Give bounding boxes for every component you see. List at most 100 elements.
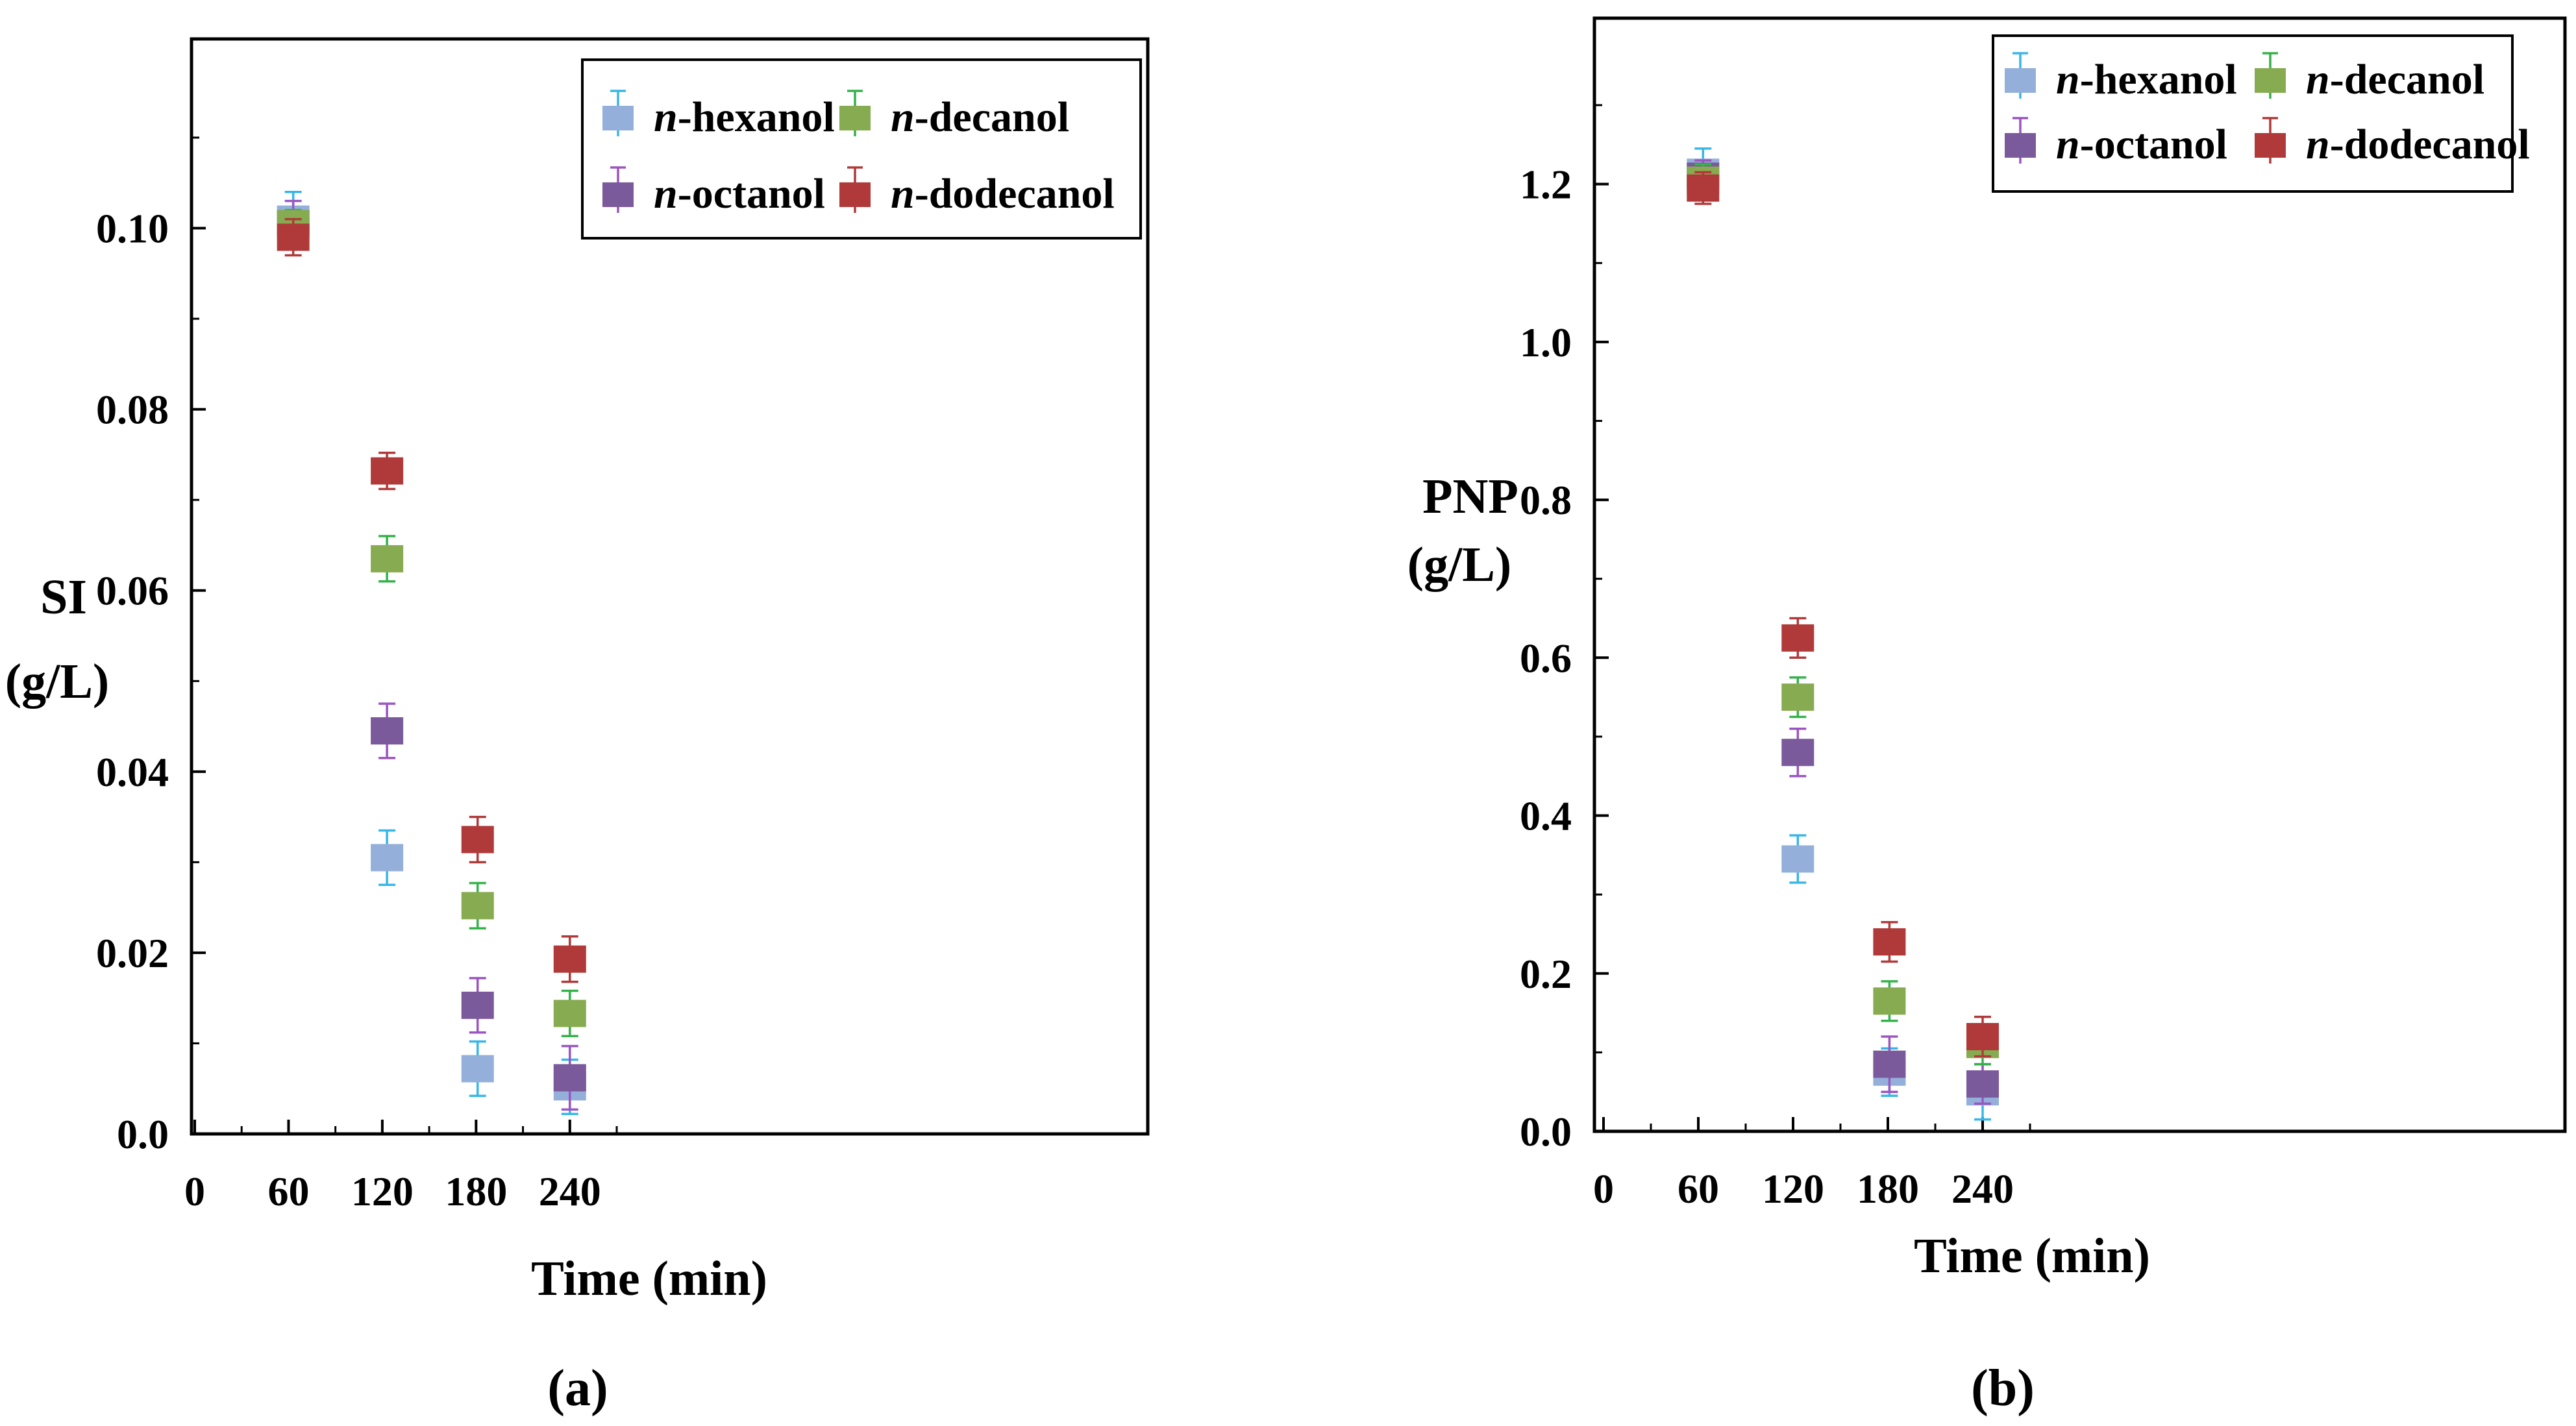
- legend-label: n-decanol: [891, 93, 1069, 141]
- x-axis-title: Time (min): [531, 1251, 767, 1306]
- legend-label-prefix: n: [891, 93, 915, 141]
- legend-label-suffix: -decanol: [2330, 56, 2484, 103]
- data-point: [1873, 1050, 1906, 1078]
- legend-item-n-octanol: n-octanol: [602, 166, 825, 217]
- x-tick-label: 120: [351, 1168, 414, 1214]
- x-tick-label: 240: [539, 1168, 601, 1214]
- data-point: [553, 1000, 586, 1027]
- plot-frame: [190, 37, 1150, 1136]
- legend-swatch: [839, 106, 871, 130]
- legend-item-n-dodecanol: n-dodecanol: [839, 166, 1115, 217]
- panel-label: (a): [547, 1360, 608, 1417]
- legend-item-n-octanol: n-octanol: [2005, 117, 2227, 168]
- legend-box: [581, 58, 1142, 240]
- data-point: [1966, 1023, 1999, 1051]
- y-tick-label: 0.02: [96, 930, 169, 976]
- data-point: [371, 457, 404, 485]
- legend-label-prefix: n: [2306, 56, 2330, 103]
- data-point: [371, 717, 404, 745]
- legend-swatch: [602, 182, 634, 207]
- series-n-decanol: [277, 208, 586, 1038]
- legend-item-n-hexanol: n-hexanol: [602, 90, 835, 141]
- series-n-decanol: [1687, 163, 1999, 1066]
- legend-box: [1992, 34, 2514, 193]
- legend-label-prefix: n: [654, 93, 678, 141]
- legend-label-prefix: n: [891, 170, 915, 217]
- y-tick-label: 1.0: [1520, 319, 1572, 365]
- panel-a: 0.0 0.02 0.04 0.06 0.08 0.10 0 60 120 180 240 Time …: [5, 37, 1150, 1417]
- x-tick-label: 120: [1762, 1166, 1824, 1212]
- legend-label: n-octanol: [654, 170, 825, 217]
- legend-label: n-dodecanol: [891, 170, 1115, 217]
- legend-label: n-hexanol: [2056, 56, 2237, 103]
- legend-item-n-decanol: n-decanol: [2255, 52, 2484, 103]
- x-tick-label: 60: [267, 1168, 309, 1214]
- y-tick-label: 0.4: [1520, 793, 1572, 839]
- legend-swatch: [2255, 133, 2286, 158]
- y-tick-label: 1.2: [1520, 162, 1572, 208]
- series-n-dodecanol: [1687, 171, 1999, 1058]
- panel-b: 0.0 0.2 0.4 0.6 0.8 1.0 1.2 0 60 120 180 240 Time (m…: [1407, 16, 2567, 1417]
- data-point: [1873, 928, 1906, 956]
- legend-label-prefix: n: [2056, 121, 2080, 168]
- legend-label-suffix: -hexanol: [678, 93, 835, 141]
- y-axis-unit: (g/L): [5, 654, 109, 709]
- data-point: [461, 991, 494, 1019]
- data-point: [277, 223, 310, 251]
- legend-swatch: [839, 182, 871, 207]
- plot-frame: [1592, 16, 2567, 1133]
- legend-item-n-decanol: n-decanol: [839, 90, 1069, 141]
- legend-label-suffix: -decanol: [915, 93, 1069, 141]
- data-point: [1781, 624, 1814, 652]
- data-point: [1873, 987, 1906, 1015]
- y-tick-label: 0.2: [1520, 951, 1572, 997]
- data-point: [371, 844, 404, 872]
- legend-label: n-hexanol: [654, 93, 835, 141]
- y-tick-label: 0.08: [96, 387, 169, 433]
- legend-swatch: [2005, 68, 2036, 93]
- y-tick-label: 0.0: [117, 1111, 169, 1157]
- data-point: [1966, 1070, 1999, 1098]
- y-tick-label: 0.04: [96, 749, 169, 795]
- data-point: [1687, 174, 1720, 202]
- x-tick-label: 60: [1678, 1166, 1719, 1212]
- legend-label-suffix: -octanol: [2080, 121, 2227, 168]
- data-point: [553, 945, 586, 973]
- series-n-hexanol: [1687, 147, 1999, 1121]
- series-n-hexanol: [277, 190, 586, 1116]
- data-point: [461, 826, 494, 854]
- legend-swatch: [2255, 68, 2286, 93]
- panel-label: (b): [1971, 1360, 2035, 1417]
- x-tick-label: 0: [184, 1168, 205, 1214]
- legend-label-suffix: -hexanol: [2080, 56, 2237, 103]
- y-tick-label: 0.06: [96, 568, 169, 614]
- data-point: [1781, 739, 1814, 767]
- y-axis-title: SI: [40, 570, 87, 624]
- data-point: [371, 545, 404, 572]
- legend-label: n-decanol: [2306, 56, 2484, 103]
- series-n-octanol: [277, 199, 586, 1111]
- legend-label: n-octanol: [2056, 121, 2227, 168]
- legend-swatch: [2005, 133, 2036, 158]
- x-tick-label: 180: [445, 1168, 507, 1214]
- y-tick-label: 0.10: [96, 206, 169, 252]
- legend-label-suffix: -dodecanol: [2330, 121, 2530, 168]
- y-axis-title: PNP: [1422, 469, 1518, 524]
- data-point: [461, 892, 494, 920]
- legend-swatch: [602, 106, 634, 130]
- legend-item-n-dodecanol: n-dodecanol: [2255, 117, 2530, 168]
- legend-label-prefix: n: [654, 170, 678, 217]
- legend-label: n-dodecanol: [2306, 121, 2530, 168]
- x-tick-label: 180: [1857, 1166, 1919, 1212]
- series-n-dodecanol: [277, 217, 586, 983]
- legend-label-suffix: -dodecanol: [915, 170, 1115, 217]
- legend-label-suffix: -octanol: [678, 170, 825, 217]
- data-point: [553, 1064, 586, 1092]
- y-tick-label: 0.0: [1520, 1109, 1572, 1155]
- data-point: [461, 1055, 494, 1083]
- legend-item-n-hexanol: n-hexanol: [2005, 52, 2237, 103]
- legend-label-prefix: n: [2056, 56, 2080, 103]
